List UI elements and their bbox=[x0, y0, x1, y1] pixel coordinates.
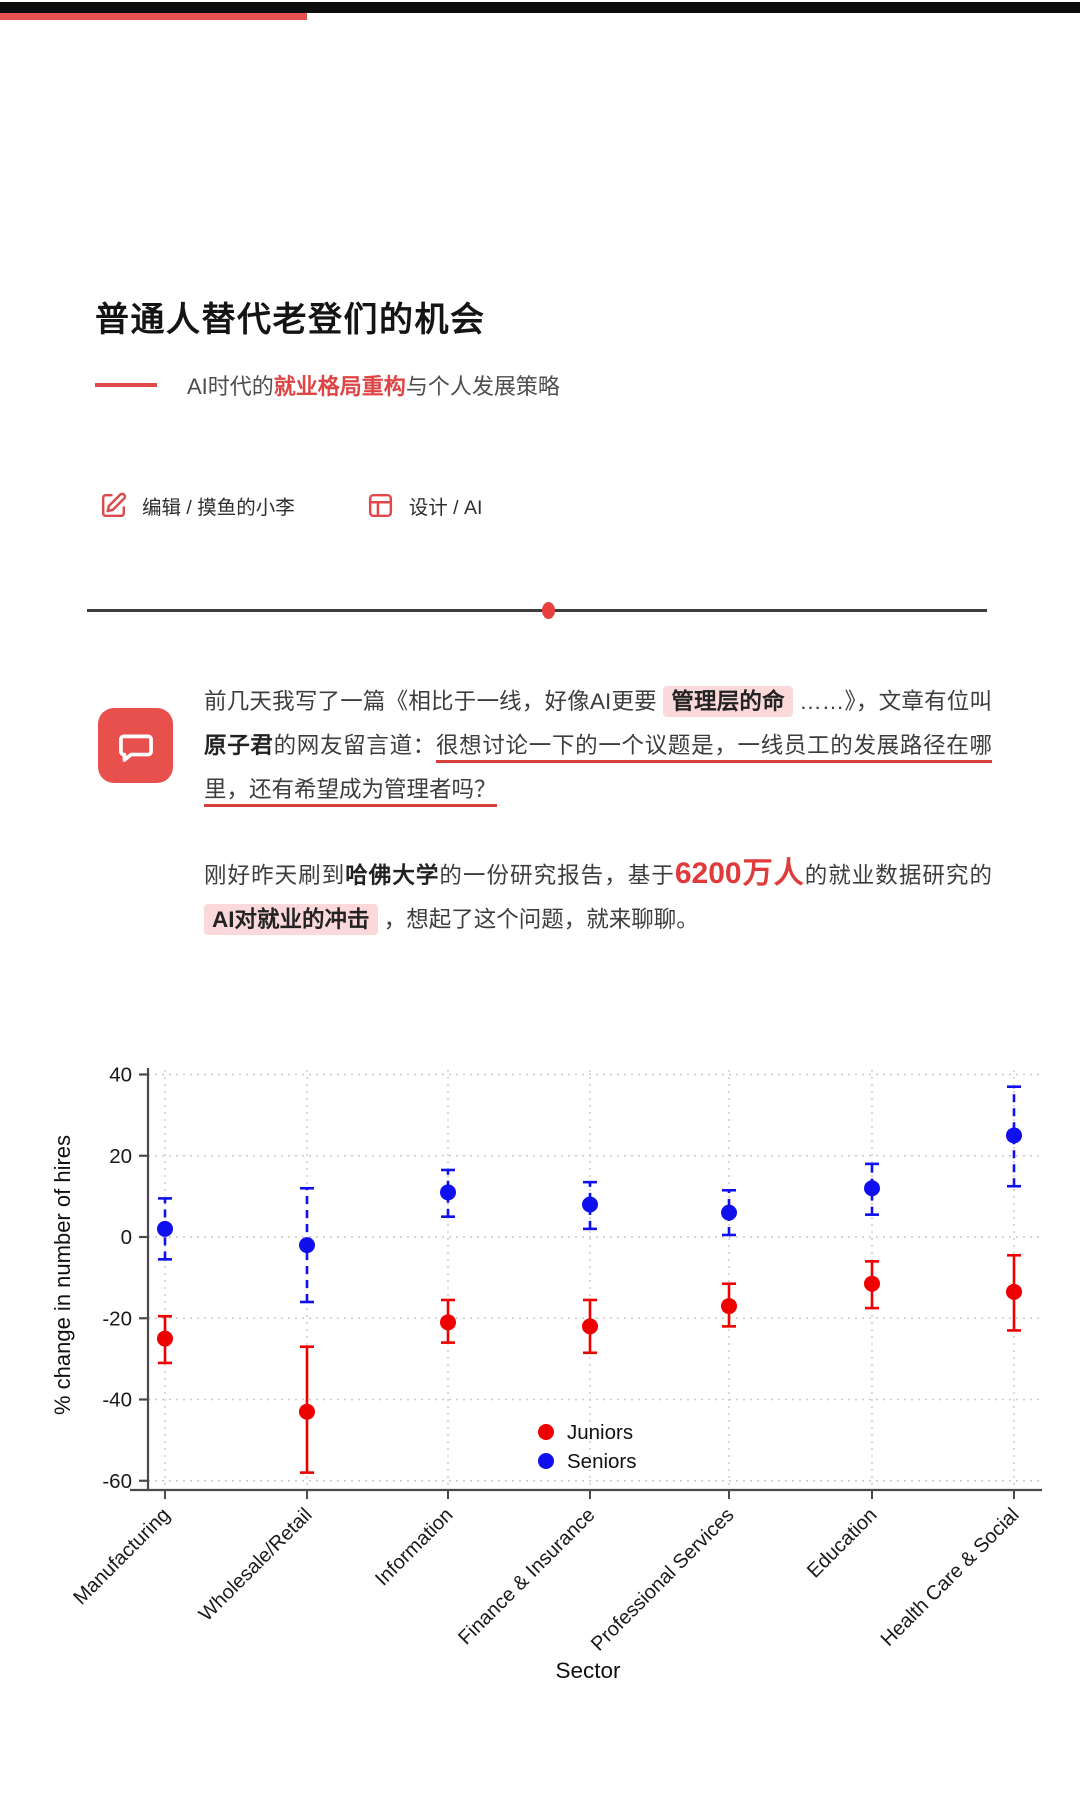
page-title: 普通人替代老登们的机会 bbox=[95, 301, 486, 339]
y-tick-label: -60 bbox=[102, 1470, 132, 1493]
juniors-marker bbox=[1006, 1283, 1022, 1300]
seniors-marker bbox=[1006, 1127, 1022, 1144]
chart-canvas: 40 20 0 -20 -40 -60 Manufacturing Wholesale/Ret… bbox=[50, 1064, 1042, 1683]
legend-marker-seniors bbox=[538, 1453, 554, 1469]
y-axis-title: % change in number of hires bbox=[50, 1135, 75, 1415]
x-axis-title: Sector bbox=[555, 1658, 621, 1683]
x-tick-label: Professional Services bbox=[587, 1504, 739, 1656]
x-tick-label: Wholesale/Retail bbox=[195, 1504, 317, 1626]
seniors-marker bbox=[157, 1220, 173, 1237]
top-red-accent-bar bbox=[0, 13, 307, 20]
juniors-marker bbox=[440, 1314, 456, 1331]
x-tick-label: Information bbox=[371, 1504, 457, 1590]
y-tick-label: 0 bbox=[121, 1226, 132, 1249]
designer-credit-label: 设计 / AI bbox=[408, 497, 483, 519]
byline-row: 编辑 / 摸鱼的小李 设计 / AI bbox=[98, 490, 482, 521]
highlighted-phrase: 管理层的命 bbox=[663, 686, 793, 717]
y-tick-label: 20 bbox=[109, 1145, 132, 1168]
juniors-marker bbox=[864, 1275, 880, 1292]
seniors-marker bbox=[440, 1184, 456, 1201]
legend-marker-juniors bbox=[538, 1424, 554, 1440]
legend-label-seniors: Seniors bbox=[567, 1450, 637, 1473]
edit-icon bbox=[98, 490, 129, 521]
y-tick-label: -40 bbox=[102, 1389, 132, 1412]
section-divider bbox=[87, 601, 987, 619]
seniors-marker bbox=[864, 1180, 880, 1197]
top-black-bar bbox=[0, 2, 1080, 13]
subtitle-dash-decoration bbox=[95, 383, 157, 387]
comment-bubble-icon bbox=[98, 708, 173, 783]
subtitle-highlight: 就业格局重构 bbox=[273, 374, 406, 399]
x-tick-label: Health Care & Social bbox=[877, 1504, 1024, 1651]
x-tick-label: Finance & Insurance bbox=[454, 1504, 599, 1649]
seniors-marker bbox=[721, 1204, 737, 1221]
bold-username: 原子君 bbox=[204, 733, 274, 758]
subtitle: AI时代的就业格局重构与个人发展策略 bbox=[95, 369, 560, 401]
juniors-marker bbox=[582, 1318, 598, 1335]
juniors-marker bbox=[299, 1403, 315, 1420]
article-body: 前几天我写了一篇《相比于一线，好像AI更要 管理层的命 ……》，文章有位叫原子君… bbox=[204, 680, 992, 942]
juniors-marker bbox=[721, 1298, 737, 1315]
divider-dot bbox=[542, 601, 555, 619]
subtitle-text: AI时代的就业格局重构与个人发展策略 bbox=[187, 374, 560, 399]
underlined-comment: 很想讨论一下的一个议题是，一线员工的发展路径在哪里，还有希望成为管理者吗？ bbox=[204, 733, 992, 807]
seniors-marker bbox=[299, 1237, 315, 1254]
paragraph-1: 前几天我写了一篇《相比于一线，好像AI更要 管理层的命 ……》，文章有位叫原子君… bbox=[204, 680, 992, 812]
big-red-number: 6200万人 bbox=[674, 857, 805, 890]
legend-label-juniors: Juniors bbox=[567, 1421, 633, 1444]
hires-change-chart: 40 20 0 -20 -40 -60 Manufacturing Wholesale/Ret… bbox=[0, 1040, 1080, 1760]
editor-credit: 编辑 / 摸鱼的小李 bbox=[98, 490, 295, 521]
juniors-marker bbox=[157, 1330, 173, 1347]
y-tick-label: 40 bbox=[109, 1064, 132, 1087]
y-tick-label: -20 bbox=[102, 1307, 132, 1330]
paragraph-2: 刚好昨天刷到哈佛大学的一份研究报告，基于6200万人的就业数据研究的 AI对就业… bbox=[204, 852, 992, 942]
seniors-marker bbox=[582, 1196, 598, 1213]
layout-grid-icon bbox=[365, 490, 396, 521]
bold-harvard: 哈佛大学 bbox=[345, 863, 440, 888]
highlighted-phrase-2: AI对就业的冲击 bbox=[204, 904, 378, 935]
designer-credit: 设计 / AI bbox=[365, 490, 483, 521]
x-tick-label: Education bbox=[803, 1504, 881, 1582]
x-tick-label: Manufacturing bbox=[69, 1504, 174, 1609]
editor-credit-label: 编辑 / 摸鱼的小李 bbox=[142, 497, 295, 519]
